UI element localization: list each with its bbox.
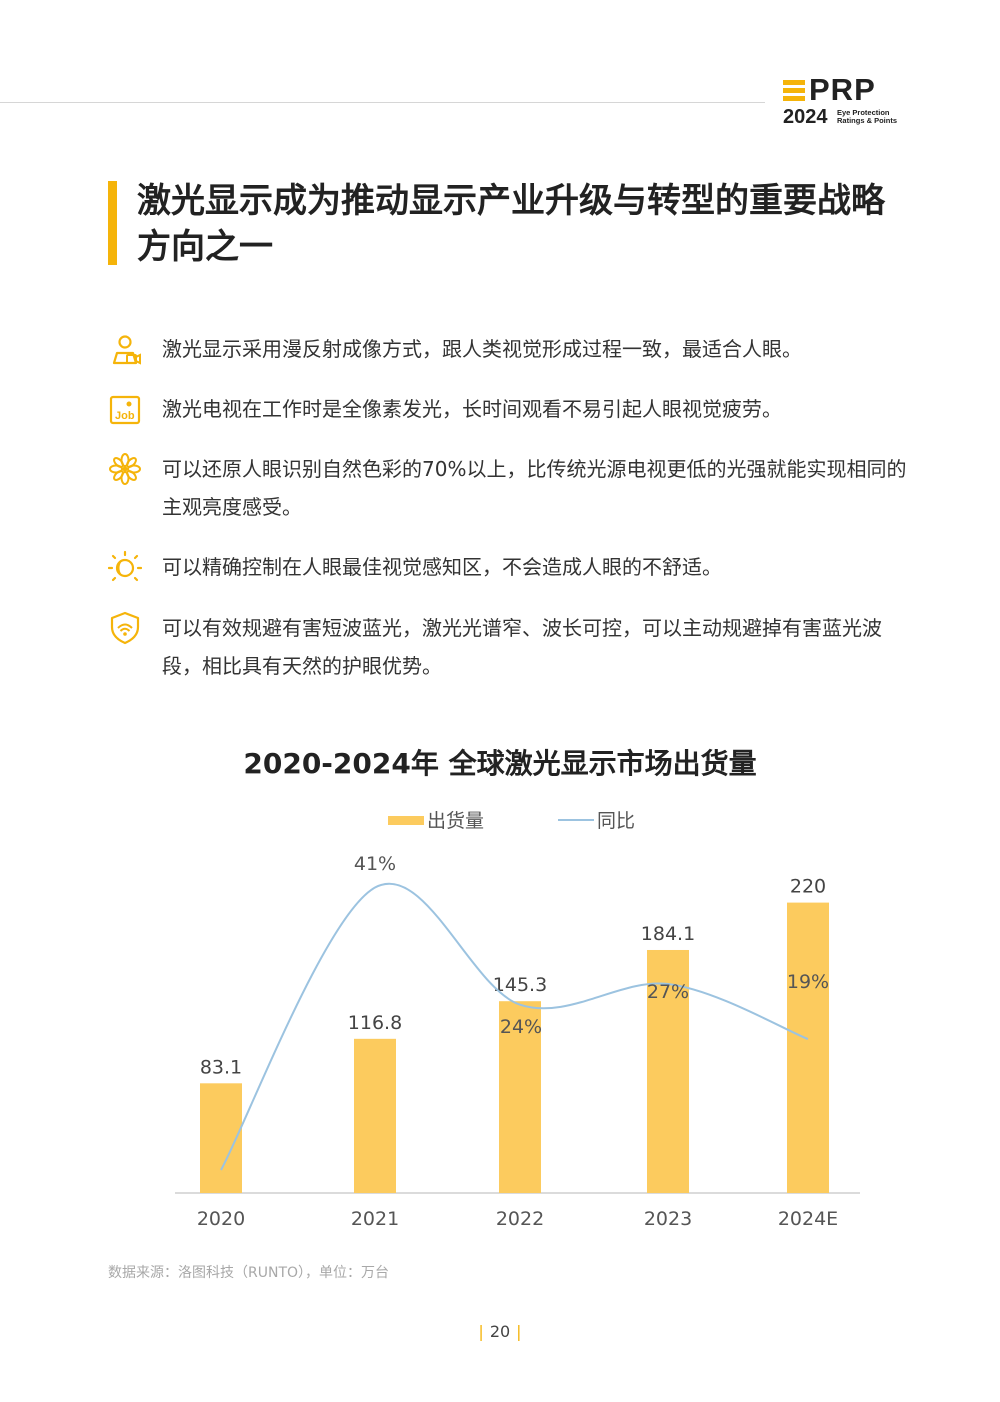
bar <box>354 1038 396 1193</box>
yoy-value-label: 27% <box>647 981 689 1003</box>
bar-value-label: 184.1 <box>641 923 695 945</box>
x-tick-label: 2024E <box>778 1208 838 1230</box>
bar <box>200 1083 242 1193</box>
eprp-logo: PRP 2024 Eye Protection Ratings & Points <box>783 72 897 128</box>
page-title: 激光显示成为推动显示产业升级与转型的重要战略方向之一 <box>137 181 885 267</box>
shipment-chart: 出货量 同比 83.1 2020 116.8 2021 145.3 2022 184.1 2023… <box>175 810 860 1230</box>
logo-bars-icon <box>783 80 805 102</box>
bar <box>787 902 829 1193</box>
x-tick-label: 2020 <box>197 1208 245 1230</box>
yoy-value-label: 19% <box>787 971 829 993</box>
bullet-text: 可以精确控制在人眼最佳视觉感知区，不会造成人眼的不舒适。 <box>162 555 722 579</box>
bar-value-label: 83.1 <box>200 1056 242 1078</box>
page-number: | 20 | <box>478 1322 522 1341</box>
legend-bar-label: 出货量 <box>427 810 484 832</box>
bar-value-label: 220 <box>790 876 826 898</box>
yoy-value-label: 24% <box>500 1016 542 1038</box>
x-tick-label: 2023 <box>644 1208 692 1230</box>
yoy-line <box>220 883 809 1171</box>
bar-value-label: 145.3 <box>493 974 547 996</box>
bullet-text: 可以还原人眼识别自然色彩的70%以上，比传统光源电视更低的光强就能实现相同的主观… <box>162 457 907 519</box>
bullet-text: 激光显示采用漫反射成像方式，跟人类视觉形成过程一致，最适合人眼。 <box>162 337 802 361</box>
bullet-text: 可以有效规避有害短波蓝光，激光光谱窄、波长可控，可以主动规避掉有害蓝光波段，相比… <box>162 616 882 678</box>
x-tick-label: 2022 <box>496 1208 544 1230</box>
legend-bar-swatch <box>388 816 424 825</box>
legend-line-label: 同比 <box>597 810 635 832</box>
yoy-value-label: 41% <box>354 853 396 875</box>
person-camera-icon <box>112 335 141 365</box>
bullet-text: 激光电视在工作时是全像素发光，长时间观看不易引起人眼视觉疲劳。 <box>162 397 782 421</box>
bar <box>647 949 689 1193</box>
data-source: 数据来源：洛图科技（RUNTO），单位：万台 <box>108 1265 390 1281</box>
job-icon: Job <box>109 395 141 425</box>
flower-icon <box>109 453 141 485</box>
header-rule <box>0 102 765 103</box>
chart-title: 2020-2024年 全球激光显示市场出货量 <box>243 747 757 780</box>
shield-eye-icon <box>110 611 140 645</box>
svg-text:Job: Job <box>115 410 135 422</box>
sun-moon-icon <box>108 550 142 582</box>
bar-value-label: 116.8 <box>348 1012 402 1034</box>
title-accent-bar <box>108 181 117 265</box>
bar <box>499 1001 541 1193</box>
logo-tagline: Eye Protection Ratings & Points <box>837 108 898 125</box>
logo-year: 2024 <box>783 106 828 128</box>
logo-main-text: PRP <box>809 72 876 107</box>
x-tick-label: 2021 <box>351 1208 399 1230</box>
